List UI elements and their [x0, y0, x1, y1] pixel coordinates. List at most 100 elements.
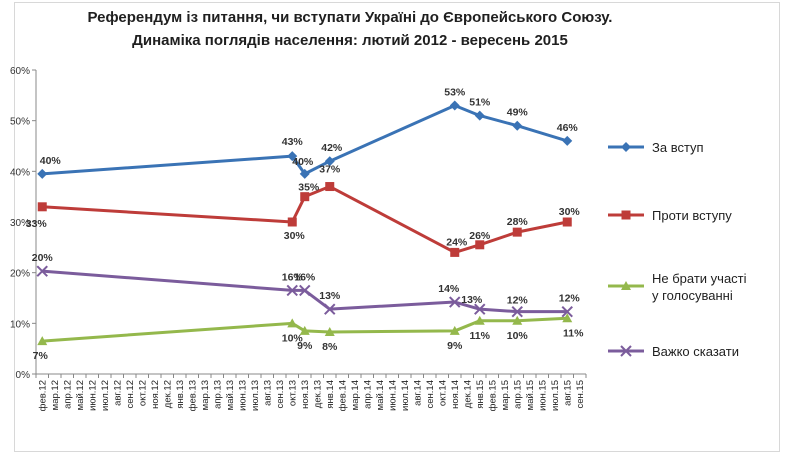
data-label: 13% [461, 294, 483, 306]
x-tick-label: янв.14 [325, 380, 336, 409]
data-point [511, 305, 523, 318]
x-tick-label: окт.12 [137, 380, 148, 406]
x-tick-label: янв.15 [475, 380, 486, 409]
data-label: 14% [438, 283, 460, 295]
data-point [287, 151, 298, 162]
data-label: 40% [40, 155, 62, 167]
y-tick-label: 10% [10, 319, 30, 330]
x-tick-label: дек.12 [162, 380, 173, 408]
x-tick-label: июл.14 [400, 380, 411, 411]
x-tick-label: фев.13 [187, 380, 198, 411]
series-line [42, 269, 568, 314]
data-point [36, 265, 48, 277]
x-tick-label: июн.12 [87, 380, 98, 411]
x-tick-label: июн.13 [237, 380, 248, 411]
x-tick-label: фев.14 [337, 380, 348, 411]
data-point [512, 315, 523, 325]
x-tick-label: май.12 [75, 380, 86, 410]
data-point [300, 192, 310, 202]
legend-swatch-marker [620, 345, 632, 357]
chart-subtitle: Динаміка поглядів населення: лютий 2012 … [132, 32, 568, 49]
data-point [325, 182, 335, 192]
x-tick-label: сен.12 [125, 380, 136, 409]
legend-swatch-marker [621, 210, 631, 220]
data-label: 43% [282, 136, 304, 148]
x-tick-label: ноя.13 [300, 380, 311, 409]
x-tick-label: авг.14 [412, 380, 423, 406]
data-label: 30% [559, 206, 581, 218]
data-label: 20% [32, 252, 54, 264]
data-label: 49% [507, 107, 529, 119]
y-tick-label: 40% [10, 167, 30, 178]
data-label: 11% [563, 327, 584, 339]
x-tick-label: ноя.14 [450, 380, 461, 409]
legend-swatch-marker [621, 142, 631, 152]
data-point [37, 202, 47, 212]
data-label: 9% [447, 340, 463, 352]
x-tick-label: фев.15 [487, 380, 498, 411]
x-tick-label: апр.15 [512, 380, 523, 409]
data-point [37, 168, 48, 179]
data-label: 28% [507, 216, 529, 228]
x-tick-label: июл.13 [250, 380, 261, 411]
legend-label: За вступ [652, 140, 704, 155]
data-label: 35% [298, 182, 320, 194]
data-label: 37% [319, 164, 341, 176]
data-label: 33% [26, 218, 48, 230]
data-point [287, 217, 297, 227]
data-label: 12% [507, 295, 529, 307]
data-label: 51% [469, 97, 491, 109]
x-tick-label: мар.13 [200, 380, 211, 410]
y-tick-label: 0% [16, 370, 31, 381]
data-label: 40% [292, 156, 314, 168]
data-point [37, 336, 48, 346]
data-label: 7% [33, 350, 49, 362]
data-point [449, 325, 460, 335]
x-tick-label: сен.14 [425, 380, 436, 409]
data-label: 24% [446, 236, 468, 248]
x-tick-label: апр.13 [212, 380, 223, 409]
data-label: 13% [319, 290, 341, 302]
y-tick-label: 50% [10, 117, 30, 128]
data-point [449, 296, 461, 308]
x-tick-label: май.13 [225, 380, 236, 410]
x-tick-label: июн.14 [387, 380, 398, 411]
x-tick-label: июл.15 [550, 380, 561, 411]
data-point [512, 120, 523, 131]
data-point [474, 110, 485, 121]
data-point [561, 305, 573, 318]
x-tick-label: окт.13 [287, 380, 298, 406]
data-label: 26% [469, 230, 491, 242]
data-label: 16% [282, 271, 304, 283]
y-tick-label: 60% [10, 66, 30, 77]
data-point [562, 135, 573, 146]
data-label: 53% [444, 86, 466, 98]
x-tick-label: апр.14 [362, 380, 373, 409]
x-tick-label: авг.12 [112, 380, 123, 406]
chart-title: Референдум із питання, чи вступати Украї… [87, 9, 613, 26]
data-point [324, 326, 335, 336]
legend-label: Не брати участі [652, 271, 747, 286]
data-label: 46% [557, 122, 579, 134]
x-tick-label: дек.13 [312, 380, 323, 408]
x-tick-label: мар.12 [50, 380, 61, 410]
data-label: 16% [294, 271, 316, 283]
data-point [562, 217, 572, 227]
data-point [474, 315, 485, 325]
series-line [42, 103, 568, 176]
x-tick-label: май.15 [525, 380, 536, 410]
data-point [475, 240, 485, 250]
data-point [449, 100, 460, 111]
data-point [562, 313, 573, 323]
x-tick-label: дек.14 [462, 380, 473, 408]
data-point [512, 227, 522, 237]
x-tick-label: авг.15 [562, 380, 573, 406]
x-tick-label: янв.13 [175, 380, 186, 409]
x-tick-label: мар.14 [350, 380, 361, 410]
data-label: 10% [507, 330, 529, 342]
data-point [287, 318, 298, 328]
x-tick-label: апр.12 [62, 380, 73, 409]
data-label: 12% [559, 293, 581, 305]
legend-label: Проти вступу [652, 208, 732, 223]
